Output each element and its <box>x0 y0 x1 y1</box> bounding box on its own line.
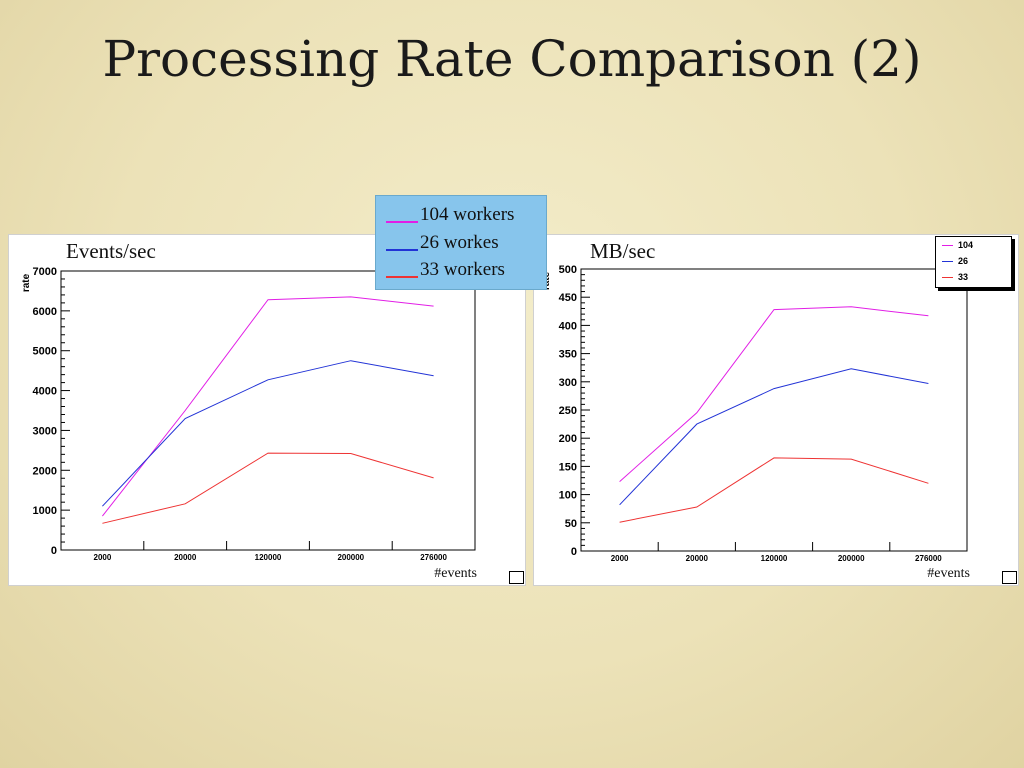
legend-swatch <box>942 261 953 263</box>
legend-label: 104 <box>958 240 974 250</box>
mb-per-sec-chart: 0 50 100 150 200 250 300 350 400 450 500 2000 20000 1… <box>541 264 968 563</box>
y-tick-label: 250 <box>559 405 577 417</box>
chart-title: Events/sec <box>66 239 156 263</box>
y-tick-label: 2000 <box>33 465 57 477</box>
x-tick-label: 20000 <box>174 553 197 562</box>
legend-swatch <box>386 275 418 278</box>
legend-item: 33 <box>942 272 968 282</box>
series-line-26 <box>102 360 434 507</box>
x-tick-label: 120000 <box>255 553 282 562</box>
legend-swatch <box>942 245 953 247</box>
series-line-104 <box>102 296 434 517</box>
mb-per-sec-chart-panel: 0 50 100 150 200 250 300 350 400 450 500 2000 20000 1… <box>533 234 1019 586</box>
y-tick-label: 200 <box>559 433 577 445</box>
plot-frame <box>60 270 476 551</box>
y-tick-label: 50 <box>565 518 577 530</box>
y-tick-label: 450 <box>559 292 577 304</box>
legend-swatch <box>942 277 953 279</box>
legend-label: 33 <box>958 272 969 282</box>
x-tick-label: 2000 <box>611 554 629 563</box>
events-per-sec-chart-panel: 0 1000 2000 3000 4000 5000 6000 7000 2000 20000 12… <box>8 234 526 586</box>
legend-label: 26 <box>958 256 969 266</box>
y-tick-label: 350 <box>559 349 577 361</box>
legend-swatch <box>386 220 418 223</box>
series-line-26 <box>619 368 929 506</box>
events-per-sec-chart: 0 1000 2000 3000 4000 5000 6000 7000 2000 20000 12… <box>21 266 476 562</box>
x-axis-label: #events <box>430 566 481 582</box>
x-tick-label: 120000 <box>761 554 788 563</box>
workers-legend: 104 workers 26 workes 33 workers <box>375 195 547 290</box>
y-axis-label: rate <box>21 273 32 292</box>
panel-corner-marker <box>1002 571 1017 584</box>
x-tick-label: 276000 <box>420 553 447 562</box>
legend-item: 104 workers <box>386 204 514 226</box>
legend-label: 104 workers <box>420 204 515 225</box>
x-axis-label: #events <box>923 566 974 582</box>
legend-item: 26 <box>942 256 968 266</box>
y-tick-label: 1000 <box>33 505 57 517</box>
y-tick-label: 300 <box>559 377 577 389</box>
y-tick-label: 4000 <box>33 386 57 398</box>
legend-swatch <box>386 248 418 251</box>
y-tick-label: 400 <box>559 320 577 332</box>
y-tick-label: 6000 <box>33 306 57 318</box>
chart-title: MB/sec <box>590 239 656 263</box>
slide-title: Processing Rate Comparison (2) <box>102 30 922 88</box>
y-tick-label: 0 <box>571 546 577 558</box>
x-tick-label: 276000 <box>915 554 942 563</box>
series-line-33 <box>619 457 929 523</box>
legend-label: 33 workers <box>420 259 505 280</box>
y-tick-label: 7000 <box>33 266 57 278</box>
y-tick-label: 500 <box>559 264 577 276</box>
legend-item: 33 workers <box>386 259 505 281</box>
x-tick-label: 2000 <box>94 553 112 562</box>
plot-frame <box>580 268 968 552</box>
legend-item: 26 workes <box>386 232 499 254</box>
series-line-33 <box>102 452 434 524</box>
series-legend: 104 26 33 <box>935 236 1012 288</box>
legend-label: 26 workes <box>420 232 499 253</box>
x-tick-label: 20000 <box>686 554 709 563</box>
x-tick-label: 200000 <box>838 554 865 563</box>
legend-item: 104 <box>942 240 973 250</box>
y-tick-label: 3000 <box>33 425 57 437</box>
series-line-104 <box>619 306 929 482</box>
y-tick-label: 0 <box>51 545 57 557</box>
panel-corner-marker <box>509 571 524 584</box>
y-tick-label: 5000 <box>33 346 57 358</box>
y-tick-label: 150 <box>559 461 577 473</box>
y-tick-label: 100 <box>559 490 577 502</box>
x-tick-label: 200000 <box>337 553 364 562</box>
